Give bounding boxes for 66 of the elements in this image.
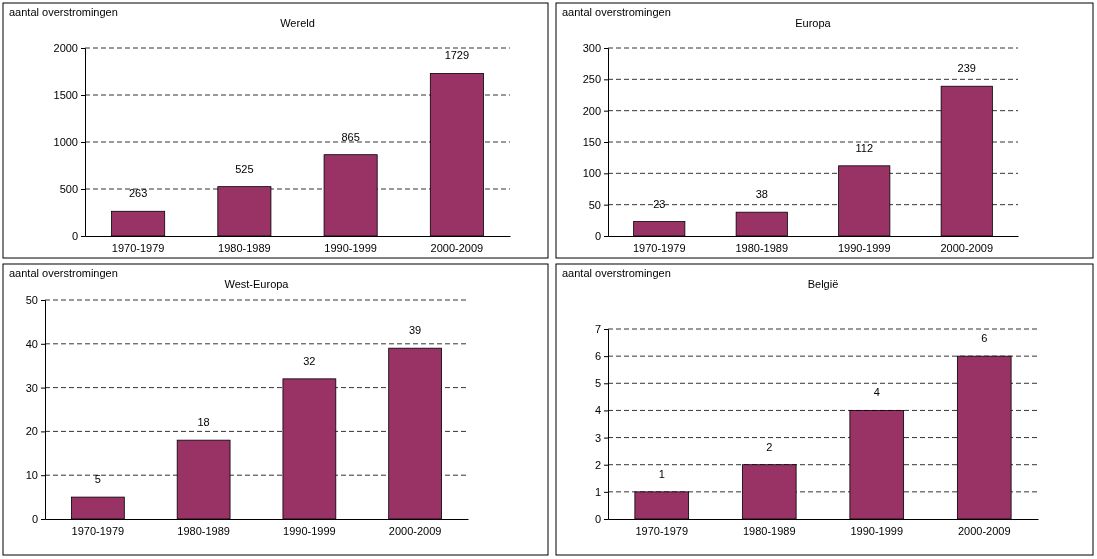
y-tick-label: 150: [582, 136, 601, 149]
data-label: 1: [658, 467, 665, 480]
y-tick-label: 30: [25, 381, 38, 394]
y-tick-label: 300: [582, 42, 601, 55]
y-tick-label: 500: [59, 183, 78, 196]
y-tick-label: 1: [594, 485, 601, 498]
y-tick-label: 0: [71, 230, 78, 243]
data-label: 32: [303, 354, 316, 367]
data-label: 5: [94, 473, 101, 486]
y-tick-label: 250: [582, 73, 601, 86]
x-tick-label: 1980-1989: [735, 241, 789, 254]
x-tick-label: 2000-2009: [957, 524, 1011, 537]
chart-title: West-Europa: [224, 278, 290, 290]
data-label: 525: [235, 162, 254, 175]
x-tick-label: 1970-1979: [635, 524, 689, 537]
y-tick-label: 2000: [53, 42, 78, 55]
y-tick-label: 2: [594, 458, 601, 471]
y-tick-label: 10: [25, 469, 38, 482]
x-tick-label: 1970-1979: [632, 241, 686, 254]
data-label: 112: [855, 141, 874, 154]
data-label: 6: [981, 332, 988, 345]
data-label: 38: [755, 188, 768, 201]
x-tick-label: 1970-1979: [111, 241, 165, 254]
y-axis-title: aantal overstromingen: [562, 6, 671, 18]
data-label: 18: [197, 416, 210, 429]
y-tick-label: 40: [25, 337, 38, 350]
y-tick-label: 1500: [53, 89, 78, 102]
data-label: 263: [128, 187, 148, 200]
x-tick-label: 2000-2009: [940, 241, 994, 254]
y-tick-label: 6: [594, 350, 601, 363]
x-tick-label: 1980-1989: [742, 524, 796, 537]
x-tick-label: 1980-1989: [218, 241, 271, 254]
chart-title: Europa: [795, 17, 832, 29]
y-tick-label: 0: [594, 230, 601, 243]
y-axis-title: aantal overstromingen: [9, 267, 118, 279]
data-label: 2: [766, 440, 773, 453]
x-tick-label: 1990-1999: [324, 241, 377, 254]
y-tick-label: 0: [594, 513, 601, 526]
y-tick-label: 50: [25, 294, 38, 307]
y-tick-label: 0: [31, 513, 38, 526]
y-tick-label: 20: [25, 425, 38, 438]
x-tick-label: 1990-1999: [837, 241, 891, 254]
data-label: 23: [653, 197, 666, 210]
y-tick-label: 200: [582, 104, 601, 117]
x-tick-label: 1990-1999: [283, 524, 336, 537]
data-label: 239: [957, 62, 976, 75]
y-tick-label: 4: [594, 404, 601, 417]
x-tick-label: 1970-1979: [71, 524, 125, 537]
data-label: 865: [341, 130, 360, 143]
y-tick-label: 100: [582, 167, 601, 180]
x-tick-label: 1980-1989: [177, 524, 230, 537]
x-tick-label: 1990-1999: [850, 524, 904, 537]
data-label: 39: [409, 324, 422, 337]
y-tick-label: 50: [588, 198, 601, 211]
data-label: 1729: [444, 49, 470, 62]
y-tick-label: 1000: [53, 136, 78, 149]
data-label: 4: [873, 386, 880, 399]
y-axis-title: aantal overstromingen: [562, 267, 671, 279]
x-tick-label: 2000-2009: [388, 524, 442, 537]
y-axis-title: aantal overstromingen: [9, 6, 118, 18]
y-tick-label: 7: [594, 323, 601, 336]
x-tick-label: 2000-2009: [430, 241, 484, 254]
chart-title: Wereld: [280, 17, 315, 29]
chart-title: België: [807, 278, 839, 290]
y-tick-label: 5: [594, 377, 601, 390]
y-tick-label: 3: [594, 431, 601, 444]
